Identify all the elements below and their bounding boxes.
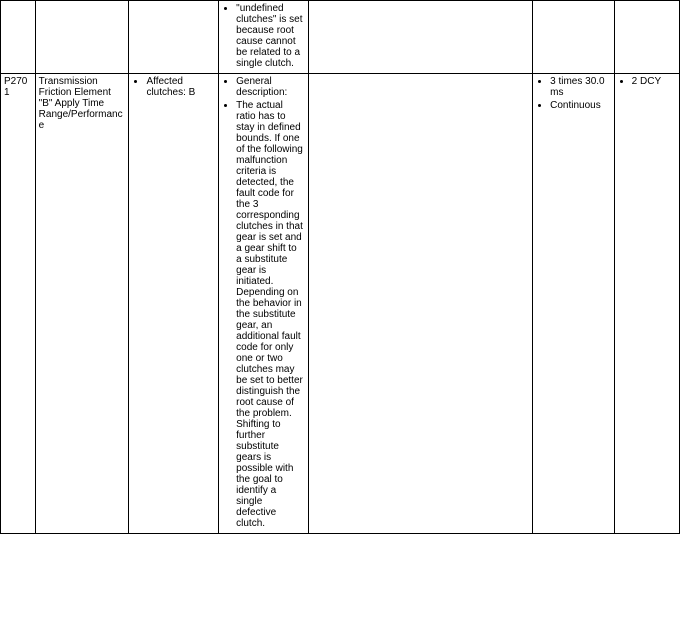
detail-item: The actual ratio has to stay in defined … [236,100,305,529]
cell-freq: 3 times 30.0 ms Continuous [533,74,615,534]
cell-code-blank [1,1,36,74]
cell-dcy: 2 DCY [614,74,679,534]
cell-desc-blank [35,1,129,74]
dcy-item: 2 DCY [632,76,676,87]
cell-e-blank [308,74,532,534]
table-row: P2701 Transmission Friction Element "B" … [1,74,680,534]
diagnostic-table: "undefined clutches" is set because root… [0,0,680,534]
cell-dcy-blank [614,1,679,74]
cell-description: Transmission Friction Element "B" Apply … [35,74,129,534]
cell-detail: General description: The actual ratio ha… [219,74,309,534]
detail-item: "undefined clutches" is set because root… [236,3,305,69]
cell-affected: Affected clutches: B [129,74,219,534]
cell-e-blank [308,1,532,74]
cell-detail-prev: "undefined clutches" is set because root… [219,1,309,74]
cell-freq-blank [533,1,615,74]
detail-item: General description: [236,76,305,98]
freq-item: Continuous [550,100,611,111]
table-row: "undefined clutches" is set because root… [1,1,680,74]
affected-item: Affected clutches: B [146,76,215,98]
cell-affected-blank [129,1,219,74]
freq-item: 3 times 30.0 ms [550,76,611,98]
cell-code: P2701 [1,74,36,534]
